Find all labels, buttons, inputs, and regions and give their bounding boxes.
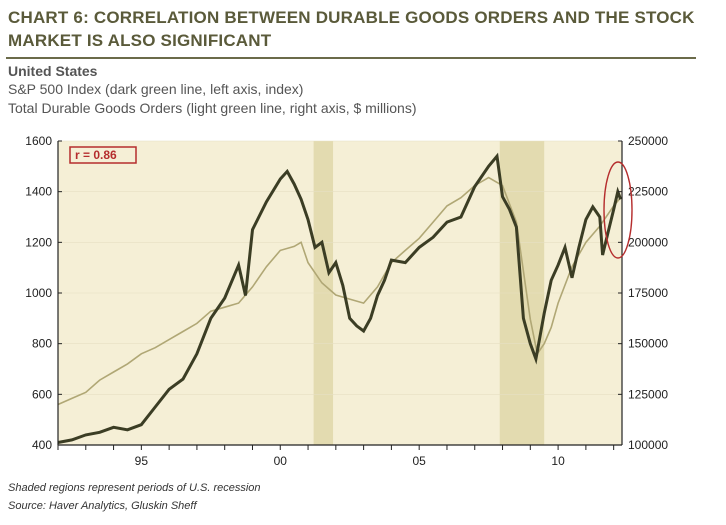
subtitle-sp500: S&P 500 Index (dark green line, left axi… <box>8 81 304 97</box>
subtitle-durable: Total Durable Goods Orders (light green … <box>8 100 417 116</box>
chart-title: CHART 6: CORRELATION BETWEEN DURABLE GOO… <box>8 8 695 50</box>
right-tick-label: 100000 <box>628 438 668 452</box>
x-tick-label: 10 <box>551 454 565 468</box>
right-tick-label: 225000 <box>628 185 668 199</box>
x-tick-label: 00 <box>274 454 288 468</box>
durable-goods-line <box>57 176 622 406</box>
tick-labels: 4006008001000120014001600100000125000150… <box>25 134 668 468</box>
right-tick-label: 150000 <box>628 337 668 351</box>
sp500-line <box>57 152 623 444</box>
footnote-recession: Shaded regions represent periods of U.S.… <box>8 482 261 494</box>
left-tick-label: 1200 <box>25 235 52 249</box>
correlation-box <box>69 146 137 164</box>
x-tick-label: 95 <box>135 454 149 468</box>
chart-svg: 4006008001000120014001600100000125000150… <box>25 134 668 468</box>
subtitle-country: United States <box>8 63 98 79</box>
correlation-label: r = 0.86 <box>75 148 117 162</box>
left-tick-label: 1000 <box>25 286 52 300</box>
highlight-ellipse <box>603 161 633 259</box>
left-tick-label: 400 <box>32 438 52 452</box>
left-tick-label: 1400 <box>25 185 52 199</box>
left-tick-label: 1600 <box>25 134 52 148</box>
right-tick-label: 125000 <box>628 387 668 401</box>
x-tick-label: 05 <box>413 454 427 468</box>
left-tick-label: 800 <box>32 337 52 351</box>
title-rule <box>6 57 696 59</box>
right-tick-label: 175000 <box>628 286 668 300</box>
axes <box>57 140 623 450</box>
left-tick-label: 600 <box>32 387 52 401</box>
footnote-source: Source: Haver Analytics, Gluskin Sheff <box>8 500 197 512</box>
right-tick-label: 200000 <box>628 235 668 249</box>
right-tick-label: 250000 <box>628 134 668 148</box>
